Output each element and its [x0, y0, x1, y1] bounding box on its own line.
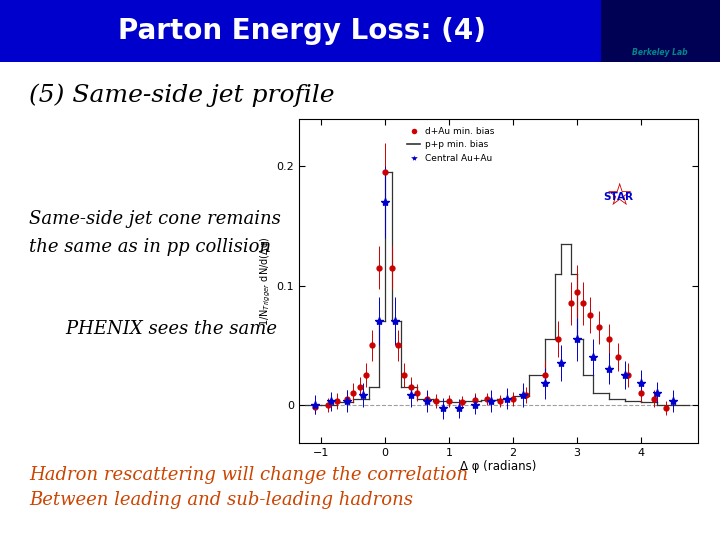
Text: ☆: ☆ [605, 182, 632, 211]
Text: Berkeley Lab: Berkeley Lab [632, 48, 688, 57]
Legend: d+Au min. bias, p+p min. bias, Central Au+Au: d+Au min. bias, p+p min. bias, Central A… [403, 123, 498, 166]
Text: (5) Same-side jet profile: (5) Same-side jet profile [29, 84, 334, 107]
X-axis label: Δ φ (radians): Δ φ (radians) [460, 461, 537, 474]
Text: Parton Energy Loss: (4): Parton Energy Loss: (4) [118, 17, 487, 45]
Bar [601, 0, 720, 62]
Bar [0, 0, 601, 62]
Text: Hadron rescattering will change the correlation
Between leading and sub-leading : Hadron rescattering will change the corr… [29, 466, 468, 509]
Text: STAR: STAR [603, 192, 634, 201]
Text: Same-side jet cone remains
the same as in pp collision: Same-side jet cone remains the same as i… [29, 210, 281, 256]
Y-axis label: 1/N$_{Trigger}$ dN/d(Δφ): 1/N$_{Trigger}$ dN/d(Δφ) [259, 236, 274, 326]
Text: PHENIX sees the same: PHENIX sees the same [43, 320, 277, 338]
